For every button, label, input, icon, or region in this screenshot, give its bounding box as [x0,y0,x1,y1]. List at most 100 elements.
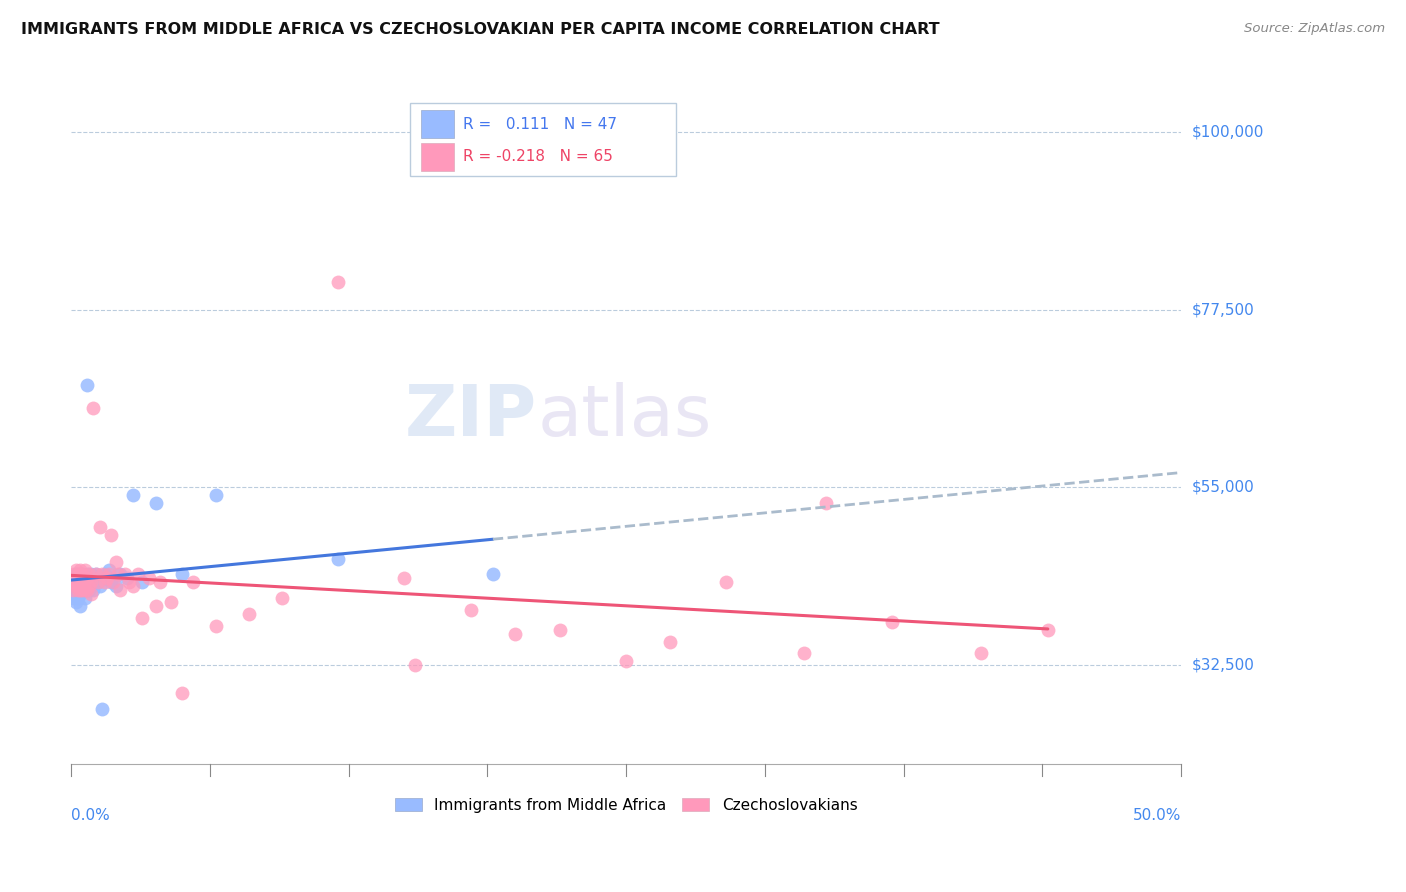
Point [91,567,114,582]
Point [62,583,84,598]
Point [89,520,111,534]
Point [76,377,98,392]
Point [76,571,98,585]
Point [98,567,121,582]
Point [73,563,96,577]
Point [73,591,96,605]
Point [108,583,131,598]
Text: $55,000: $55,000 [1192,480,1254,495]
Point [82,401,104,416]
Point [65,595,87,609]
Point [73,583,96,598]
Point [98,563,121,577]
Point [1036,623,1059,637]
Point [970,646,993,660]
Point [72,567,94,582]
Point [65,567,87,582]
Point [72,583,94,598]
Point [204,618,226,632]
Point [882,615,904,629]
Point [659,634,682,648]
Point [82,583,104,598]
Point [76,583,98,598]
Point [100,575,122,590]
Point [160,595,183,609]
Point [103,575,125,590]
Point [84,567,107,582]
Point [115,571,138,585]
Text: $32,500: $32,500 [1192,657,1256,673]
Point [66,567,89,582]
Point [72,575,94,590]
FancyBboxPatch shape [409,103,676,177]
Point [107,567,129,582]
Point [80,575,103,590]
Point [238,607,260,621]
Point [482,567,505,582]
Point [145,496,167,510]
Point [80,587,103,601]
Point [77,567,100,582]
Text: $100,000: $100,000 [1192,124,1264,139]
Point [69,583,91,598]
Point [77,579,100,593]
Bar [420,111,454,138]
Point [271,591,294,605]
Point [181,575,204,590]
Point [66,583,89,598]
Text: ZIP: ZIP [405,382,537,450]
Point [814,496,837,510]
Point [62,575,84,590]
Point [84,567,107,582]
Point [66,591,89,605]
Point [392,571,415,585]
Bar [420,143,454,170]
Point [73,571,96,585]
Point [77,583,100,598]
Point [80,567,103,582]
Point [69,579,91,593]
Point [77,571,100,585]
Point [122,488,145,502]
Point [66,567,89,582]
Point [89,579,111,593]
Point [69,571,91,585]
Point [66,583,89,598]
Point [127,567,149,582]
Point [326,275,349,289]
Point [138,571,160,585]
Text: IMMIGRANTS FROM MIDDLE AFRICA VS CZECHOSLOVAKIAN PER CAPITA INCOME CORRELATION C: IMMIGRANTS FROM MIDDLE AFRICA VS CZECHOS… [21,22,939,37]
Text: Source: ZipAtlas.com: Source: ZipAtlas.com [1244,22,1385,36]
Point [548,623,571,637]
Point [62,583,84,598]
Point [172,567,194,582]
Point [76,567,98,582]
Point [66,575,89,590]
Point [65,563,87,577]
Point [73,579,96,593]
Point [118,575,141,590]
Point [65,571,87,585]
Point [72,567,94,582]
Point [793,646,815,660]
Text: $77,500: $77,500 [1192,302,1254,317]
Point [65,579,87,593]
Point [76,583,98,598]
Point [100,528,122,542]
Point [93,575,115,590]
Point [204,488,226,502]
Point [66,575,89,590]
Point [172,686,194,700]
Point [82,571,104,585]
Point [503,626,526,640]
Legend: Immigrants from Middle Africa, Czechoslovakians: Immigrants from Middle Africa, Czechoslo… [388,792,863,819]
Point [93,567,115,582]
Point [69,571,91,585]
Point [62,567,84,582]
Point [404,658,426,673]
Point [69,587,91,601]
Point [72,575,94,590]
Point [65,575,87,590]
Point [131,575,153,590]
Point [460,603,482,617]
